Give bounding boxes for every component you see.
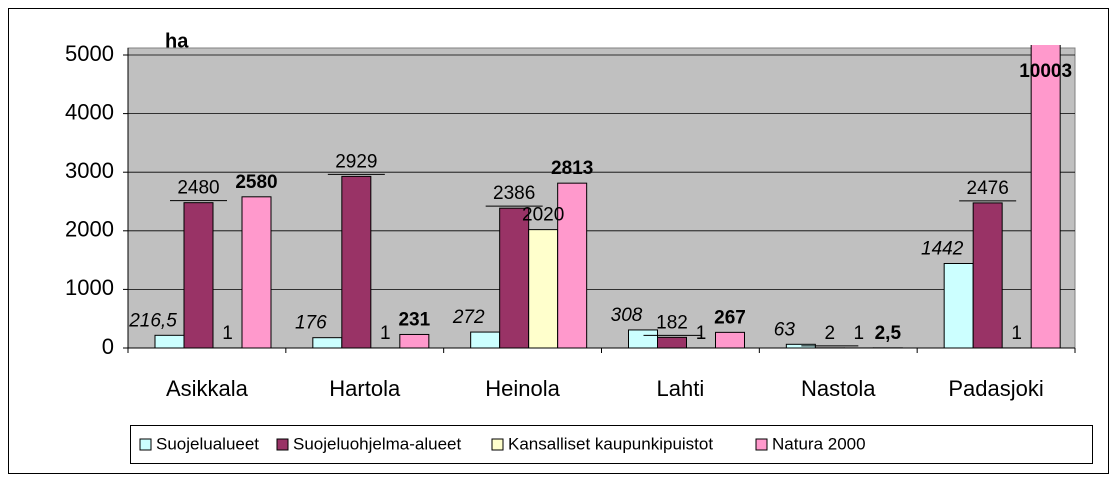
bars [154, 45, 1061, 349]
x-tick-label: Padasjoki [948, 376, 1043, 401]
plot-area [127, 47, 1076, 349]
value-label: 2020 [522, 205, 564, 226]
value-label: 10003 [1019, 61, 1072, 82]
bar [972, 202, 1003, 349]
bar [341, 175, 372, 349]
value-label: 1 [380, 323, 391, 344]
value-label: 267 [714, 307, 746, 328]
bar [528, 229, 559, 349]
y-tick-label: 4000 [65, 99, 114, 124]
y-tick-label: 1000 [65, 275, 114, 300]
bar [241, 196, 272, 349]
bar [312, 337, 343, 349]
legend-label: Suojelualueet [156, 434, 259, 453]
value-label: 2 [825, 323, 836, 344]
legend-label: Natura 2000 [772, 434, 866, 453]
value-label: 1 [1011, 323, 1022, 344]
bar [183, 202, 214, 349]
bar [1030, 45, 1061, 349]
bar [715, 331, 745, 349]
bar [399, 333, 430, 349]
legend-label: Kansalliset kaupunkipuistot [508, 434, 713, 453]
value-label: 63 [774, 319, 796, 340]
value-label: 1 [854, 323, 865, 344]
legend [130, 425, 1093, 464]
legend-swatch [276, 438, 289, 451]
value-label: 2813 [551, 158, 593, 179]
value-label: 182 [656, 312, 688, 333]
bar [470, 331, 501, 349]
bar [499, 207, 530, 349]
legend-swatch [139, 438, 152, 451]
legend-swatch [755, 438, 768, 451]
value-label: 2,5 [875, 323, 902, 344]
value-label: 231 [398, 309, 430, 330]
y-tick-label: 3000 [65, 158, 114, 183]
value-label: 308 [611, 305, 643, 326]
value-label: 1442 [921, 239, 964, 260]
value-label: 1 [696, 323, 707, 344]
y-tick-label: 2000 [65, 217, 114, 242]
y-tick-label: 5000 [65, 41, 114, 66]
bar [657, 336, 687, 349]
value-label: 176 [295, 313, 327, 334]
x-tick-label: Hartola [329, 376, 401, 401]
legend-swatch [491, 438, 504, 451]
value-label: 2480 [177, 178, 219, 199]
x-tick-label: Lahti [657, 376, 705, 401]
bar [154, 334, 185, 349]
value-label: 216,5 [128, 310, 177, 331]
value-label: 2580 [235, 172, 277, 193]
value-label: 272 [452, 307, 485, 328]
legend-items: Suojelualueet Suojeluohjelma-alueet Kansal… [139, 434, 866, 453]
value-label: 2929 [335, 151, 377, 172]
y-tick-label: 0 [102, 334, 114, 359]
chart-title: ha [165, 30, 189, 52]
bar [557, 182, 588, 349]
value-label: 1 [222, 323, 233, 344]
x-tick-label: Heinola [485, 376, 560, 401]
value-label: 2476 [967, 178, 1009, 199]
x-tick-label: Asikkala [166, 376, 249, 401]
x-tick-label: Nastola [801, 376, 876, 401]
bar [628, 329, 658, 349]
legend-label: Suojeluohjelma-alueet [293, 434, 462, 453]
bar [943, 262, 974, 349]
value-label: 2386 [493, 183, 535, 204]
labels: Asikkala 216,5 2480 1 2580 Hartola 176 2929 1 231… [127, 61, 1076, 401]
